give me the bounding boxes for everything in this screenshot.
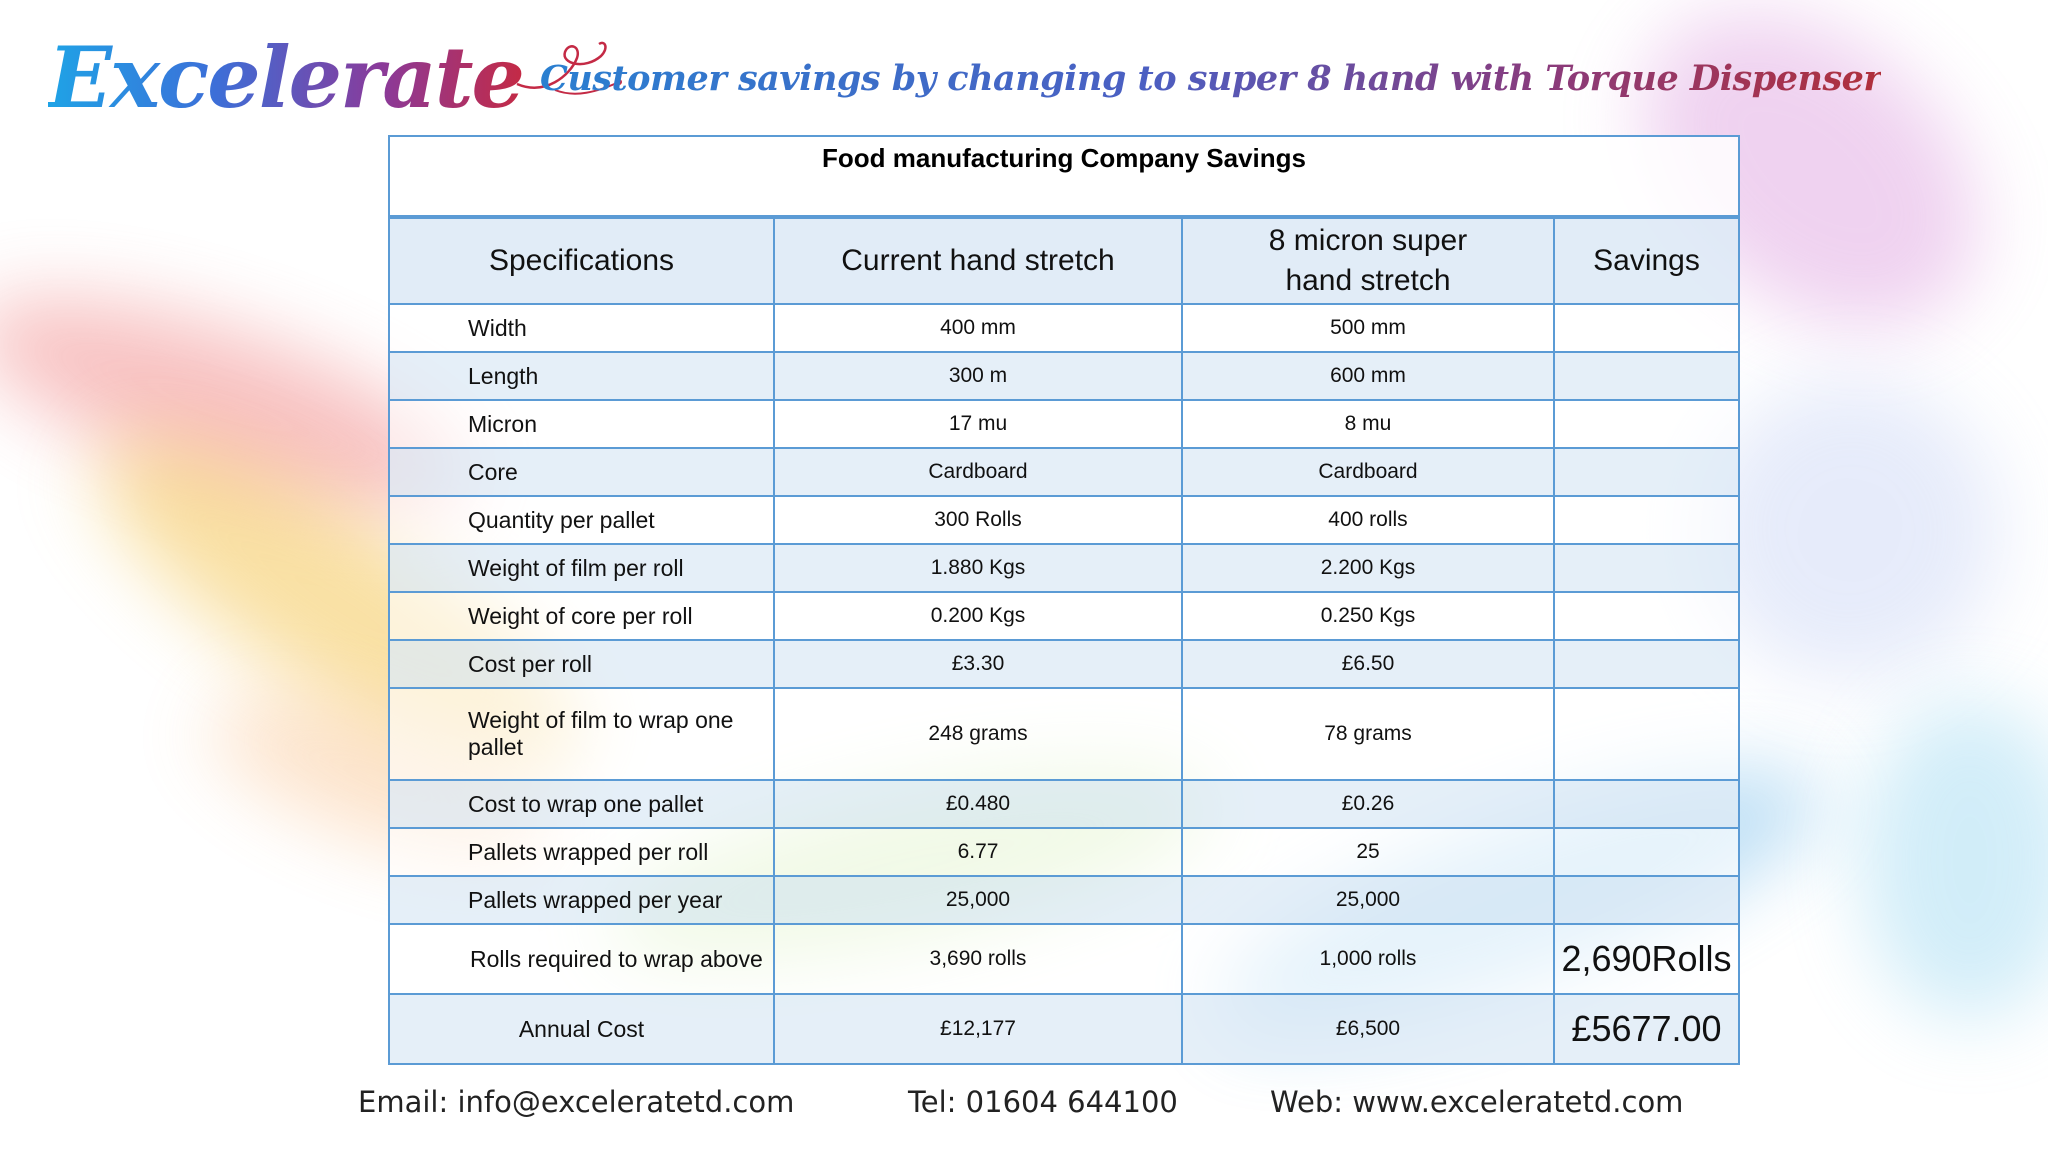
super-value-cell: 25	[1181, 827, 1555, 877]
current-value-cell: 300 Rolls	[773, 495, 1183, 545]
savings-cell	[1553, 543, 1740, 593]
super-value-cell: £6,500	[1181, 993, 1555, 1065]
spec-cell: Weight of core per roll	[388, 591, 775, 641]
brand-logo: Excelerate	[48, 28, 625, 127]
table-row: Rolls required to wrap above 3,690 rolls 1…	[388, 923, 1740, 995]
savings-cell	[1553, 591, 1740, 641]
super-value-cell: 0.250 Kgs	[1181, 591, 1555, 641]
current-value-cell: £3.30	[773, 639, 1183, 689]
spec-cell: Rolls required to wrap above	[388, 923, 775, 995]
savings-cell	[1553, 779, 1740, 829]
savings-cell	[1553, 827, 1740, 877]
swirl-icon	[516, 41, 622, 95]
current-value-cell: 6.77	[773, 827, 1183, 877]
current-value-cell: 1.880 Kgs	[773, 543, 1183, 593]
current-value-cell: 300 m	[773, 351, 1183, 401]
super-value-cell: 8 mu	[1181, 399, 1555, 449]
spec-cell: Pallets wrapped per roll	[388, 827, 775, 877]
footer-email: Email: info@exceleratetd.com	[358, 1085, 795, 1119]
spec-cell: Cost per roll	[388, 639, 775, 689]
current-value-cell: £0.480	[773, 779, 1183, 829]
spec-cell: Length	[388, 351, 775, 401]
spec-cell: Width	[388, 303, 775, 353]
savings-cell	[1553, 351, 1740, 401]
savings-cell: £5677.00	[1553, 993, 1740, 1065]
footer-phone: Tel: 01604 644100	[908, 1085, 1178, 1119]
spec-cell: Micron	[388, 399, 775, 449]
table-title: Food manufacturing Company Savings	[388, 135, 1740, 219]
super-value-cell: 78 grams	[1181, 687, 1555, 781]
page-headline: Customer savings by changing to super 8 …	[540, 58, 1882, 99]
column-header: Specifications	[388, 216, 775, 305]
spec-cell: Weight of film to wrap one pallet	[388, 687, 775, 781]
table-row: Core Cardboard Cardboard	[388, 447, 1740, 497]
current-value-cell: 400 mm	[773, 303, 1183, 353]
savings-cell	[1553, 639, 1740, 689]
super-value-cell: 400 rolls	[1181, 495, 1555, 545]
savings-cell	[1553, 447, 1740, 497]
savings-cell	[1553, 399, 1740, 449]
smoke-decoration	[1860, 700, 2048, 1020]
savings-cell	[1553, 303, 1740, 353]
table-row: Weight of film per roll 1.880 Kgs 2.200 Kg…	[388, 543, 1740, 593]
super-value-cell: 600 mm	[1181, 351, 1555, 401]
current-value-cell: 0.200 Kgs	[773, 591, 1183, 641]
table-row: Length 300 m 600 mm	[388, 351, 1740, 401]
super-value-cell: 25,000	[1181, 875, 1555, 925]
savings-cell	[1553, 875, 1740, 925]
current-value-cell: 25,000	[773, 875, 1183, 925]
column-header: 8 micron super hand stretch	[1181, 216, 1555, 305]
table-row: Pallets wrapped per roll 6.77 25	[388, 827, 1740, 877]
table-row: Annual Cost £12,177 £6,500 £5677.00	[388, 993, 1740, 1065]
spec-cell: Weight of film per roll	[388, 543, 775, 593]
table-row: Quantity per pallet 300 Rolls 400 rolls	[388, 495, 1740, 545]
table-row: Cost to wrap one pallet £0.480 £0.26	[388, 779, 1740, 829]
table-row: Weight of film to wrap one pallet 248 gra…	[388, 687, 1740, 781]
spec-cell: Cost to wrap one pallet	[388, 779, 775, 829]
super-value-cell: 500 mm	[1181, 303, 1555, 353]
table-row: Cost per roll £3.30 £6.50	[388, 639, 1740, 689]
spec-cell: Pallets wrapped per year	[388, 875, 775, 925]
table-row: Width 400 mm 500 mm	[388, 303, 1740, 353]
table-row: Micron 17 mu 8 mu	[388, 399, 1740, 449]
spec-cell: Quantity per pallet	[388, 495, 775, 545]
footer-web: Web: www.exceleratetd.com	[1270, 1085, 1684, 1119]
super-value-cell: 1,000 rolls	[1181, 923, 1555, 995]
spec-cell: Core	[388, 447, 775, 497]
super-value-cell: 2.200 Kgs	[1181, 543, 1555, 593]
brand-name: Excelerate	[48, 28, 525, 127]
spec-cell: Annual Cost	[388, 993, 775, 1065]
column-header: Savings	[1553, 216, 1740, 305]
current-value-cell: 17 mu	[773, 399, 1183, 449]
super-value-cell: £0.26	[1181, 779, 1555, 829]
savings-cell	[1553, 687, 1740, 781]
current-value-cell: £12,177	[773, 993, 1183, 1065]
super-value-cell: Cardboard	[1181, 447, 1555, 497]
savings-cell: 2,690Rolls	[1553, 923, 1740, 995]
current-value-cell: Cardboard	[773, 447, 1183, 497]
super-value-cell: £6.50	[1181, 639, 1555, 689]
contact-footer: Email: info@exceleratetd.com Tel: 01604 …	[0, 1085, 2048, 1125]
table-row: Pallets wrapped per year 25,000 25,000	[388, 875, 1740, 925]
savings-cell	[1553, 495, 1740, 545]
savings-table: Food manufacturing Company Savings Speci…	[388, 135, 1740, 1065]
column-header: Current hand stretch	[773, 216, 1183, 305]
current-value-cell: 3,690 rolls	[773, 923, 1183, 995]
table-row: Weight of core per roll 0.200 Kgs 0.250 Kg…	[388, 591, 1740, 641]
current-value-cell: 248 grams	[773, 687, 1183, 781]
